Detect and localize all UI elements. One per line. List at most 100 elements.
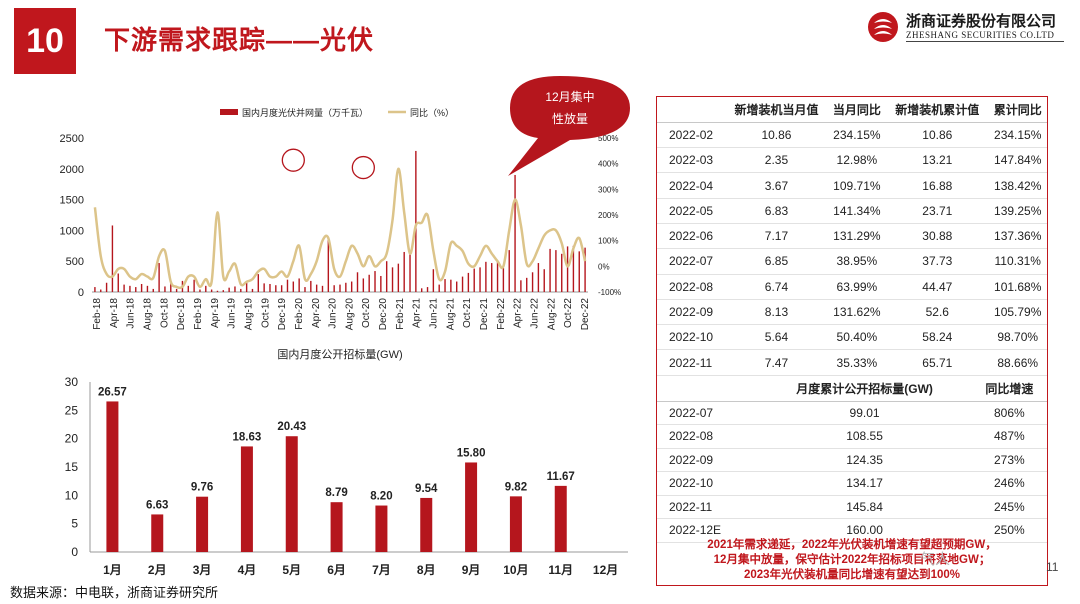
row-date-cell: 2022-09: [657, 448, 758, 473]
table-cell: 234.15%: [988, 122, 1047, 149]
table-row: 2022-10 134.17 246%: [657, 471, 1047, 496]
zheshang-logo-icon: [868, 12, 898, 42]
bar-grid-connection: [321, 285, 324, 292]
bar-grid-connection: [520, 280, 522, 292]
callout-line-1: 12月集中: [545, 89, 594, 104]
table-cell: 234.15%: [827, 122, 887, 149]
x-tick-label: Oct-18: [159, 298, 170, 328]
x-tick-label: 1月: [103, 563, 122, 577]
bar-grid-connection: [374, 271, 376, 292]
bar-grid-connection: [578, 251, 580, 292]
tender-volume-chart: 国内月度公开招标量(GW) 0 5 10 15 20 25 30 26.57 1月 6.63 2月 9.…: [65, 347, 628, 577]
table-row: 2022-06 7.17 131.29% 30.88 137.36%: [657, 223, 1047, 250]
x-tick-label: 7月: [372, 563, 391, 577]
tender-bar: [509, 496, 522, 552]
bar-value-label: 9.54: [415, 483, 438, 495]
logo-chinese-name: 浙商证券股份有限公司: [906, 12, 1057, 30]
x-tick-label: 8月: [417, 563, 436, 577]
table-cell: 138.42%: [988, 172, 1047, 199]
bar-grid-connection: [135, 287, 137, 292]
bar-grid-connection: [508, 250, 510, 292]
company-logo: 浙商证券股份有限公司 ZHESHANG SECURITIES CO.LTD: [866, 10, 1066, 44]
bar-grid-connection: [175, 288, 178, 292]
bar-grid-connection: [432, 269, 435, 292]
bar-grid-connection: [491, 263, 493, 292]
bar-grid-connection: [555, 250, 557, 292]
table-cell: 160.00: [757, 518, 972, 543]
bar-grid-connection: [170, 283, 172, 292]
bar-grid-connection: [298, 278, 300, 292]
table-cell: 23.71: [886, 198, 989, 224]
row-date-cell: 2022-08: [657, 424, 758, 449]
table-row: 2022-10 5.64 50.40% 58.24 98.70%: [657, 324, 1047, 351]
tender-bar: [465, 462, 478, 552]
table-cell: 44.47: [886, 274, 989, 300]
table-cell: 6.74: [725, 274, 828, 300]
x-tick-label: Oct-22: [563, 298, 574, 328]
x-tick-label: Feb-21: [395, 298, 406, 330]
bar-grid-connection: [461, 276, 464, 292]
tender-bar: [285, 436, 298, 552]
x-tick-label: 3月: [193, 563, 212, 577]
table-cell: 63.99%: [827, 274, 887, 300]
bar-grid-connection: [496, 261, 499, 292]
bar-grid-connection: [467, 272, 470, 292]
bar-grid-connection: [187, 285, 189, 292]
x-tick-label: Dec-21: [479, 298, 490, 331]
x-tick-label: Apr-20: [311, 298, 322, 328]
y-right-tick-label: 500%: [598, 134, 618, 143]
row-date-cell: 2022-11: [657, 495, 758, 520]
table-row: 2022-08 108.55 487%: [657, 424, 1047, 449]
bar-grid-connection: [216, 290, 219, 292]
y-left-tick-label: 2500: [60, 133, 84, 145]
table-header-row: 月度累计公开招标量(GW) 同比增速: [657, 375, 1047, 402]
bar-grid-connection: [286, 279, 289, 292]
logo-english-name: ZHESHANG SECURITIES CO.LTD: [906, 30, 1055, 40]
bar-grid-connection: [339, 284, 341, 292]
y-left-tick-label: 500: [66, 256, 84, 268]
table-cell: 8.13: [725, 299, 828, 326]
bar-grid-connection: [502, 267, 505, 292]
tender-bar: [330, 502, 343, 552]
bar-grid-connection: [269, 283, 271, 292]
bar-grid-connection: [479, 267, 481, 292]
x-tick-label: Aug-19: [243, 298, 254, 331]
y-tick-label: 20: [65, 432, 79, 446]
bar-value-label: 9.76: [191, 482, 213, 494]
table-cell: 108.55: [757, 424, 972, 449]
bar-grid-connection: [537, 263, 540, 292]
table-cell: 13.21: [886, 147, 989, 174]
x-tick-label: Dec-18: [176, 298, 187, 331]
column-header: [657, 97, 726, 123]
x-tick-label: Aug-21: [445, 298, 456, 331]
column-header: [657, 375, 758, 402]
column-header: 当月同比: [827, 97, 887, 123]
bar-value-label: 26.57: [98, 386, 127, 398]
x-tick-label: Feb-20: [294, 298, 305, 330]
bar-grid-connection: [222, 290, 224, 292]
table-cell: 137.36%: [988, 223, 1047, 250]
slide-number: 10: [14, 8, 76, 74]
tender-bar: [240, 446, 253, 552]
bar-grid-connection: [327, 237, 330, 292]
x-tick-label: Apr-21: [412, 298, 423, 328]
y-left-tick-label: 1500: [60, 195, 84, 207]
bar-grid-connection: [199, 289, 201, 292]
x-tick-label: 10月: [503, 563, 528, 577]
bar-grid-connection: [368, 274, 370, 292]
tender-table: 月度累计公开招标量(GW) 同比增速 2022-07 99.01 806% 2022-0…: [657, 375, 1047, 543]
table-row: 2022-11 145.84 245%: [657, 495, 1047, 520]
row-date-cell: 2022-12E: [657, 518, 758, 543]
bar-grid-connection: [531, 272, 534, 292]
bar-grid-connection: [164, 286, 166, 292]
tender-bar: [106, 401, 119, 552]
bar-grid-connection: [129, 285, 131, 292]
bar-grid-connection: [240, 288, 242, 292]
x-tick-label: 2月: [148, 563, 167, 577]
bar-grid-connection: [152, 288, 154, 292]
table-cell: 250%: [971, 518, 1047, 543]
bar-grid-connection: [584, 247, 586, 292]
bar-grid-connection: [543, 269, 545, 292]
table-cell: 273%: [971, 448, 1047, 473]
tender-bar: [196, 496, 209, 552]
